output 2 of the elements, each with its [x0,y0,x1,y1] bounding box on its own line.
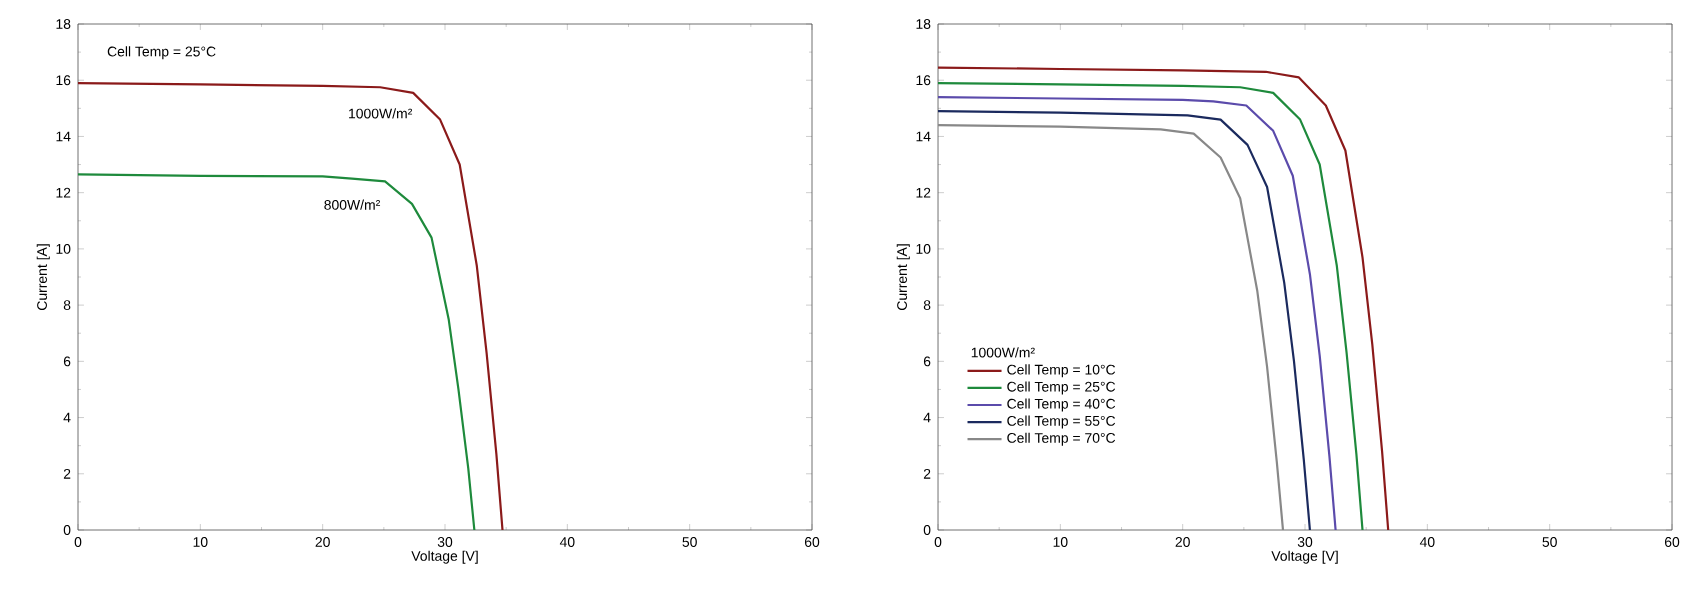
line-series [78,173,476,530]
line-series [78,81,504,530]
